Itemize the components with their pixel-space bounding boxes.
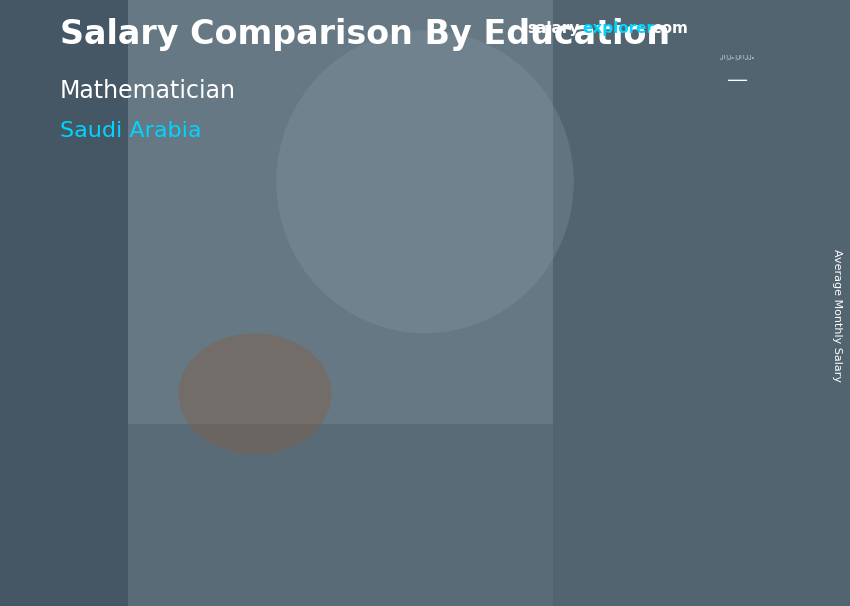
Text: لا إله إلا الله: لا إله إلا الله: [720, 54, 755, 59]
Polygon shape: [559, 181, 672, 190]
Bar: [133, 345, 226, 521]
Text: Saudi Arabia: Saudi Arabia: [60, 121, 201, 141]
Text: PhD: PhD: [606, 547, 645, 565]
Text: +28%: +28%: [212, 202, 303, 230]
Text: 20,700 SAR: 20,700 SAR: [95, 311, 208, 330]
Polygon shape: [559, 190, 579, 521]
FancyArrowPatch shape: [263, 0, 620, 429]
Ellipse shape: [276, 30, 574, 333]
Text: 39,100 SAR: 39,100 SAR: [643, 155, 757, 174]
FancyArrowPatch shape: [0, 0, 398, 445]
Text: Master's
Degree: Master's Degree: [362, 547, 444, 588]
Bar: [579, 190, 672, 521]
Bar: [128, 0, 552, 424]
Bar: [552, 0, 850, 606]
Text: explorer: explorer: [582, 21, 654, 36]
Bar: [356, 297, 450, 521]
Text: Salary Comparison By Education: Salary Comparison By Education: [60, 18, 670, 51]
Text: Mathematician: Mathematician: [60, 79, 235, 103]
Text: 26,400 SAR: 26,400 SAR: [340, 263, 454, 282]
Text: salary: salary: [527, 21, 580, 36]
Bar: [0, 0, 128, 606]
Polygon shape: [336, 291, 450, 297]
Ellipse shape: [178, 333, 332, 454]
Text: Average Monthly Salary: Average Monthly Salary: [832, 248, 842, 382]
Text: .com: .com: [648, 21, 689, 36]
Text: +48%: +48%: [436, 108, 525, 136]
Polygon shape: [112, 345, 133, 521]
Polygon shape: [336, 297, 356, 521]
Polygon shape: [112, 341, 226, 345]
Text: Bachelor's
Degree: Bachelor's Degree: [129, 547, 230, 588]
Text: ━━━━: ━━━━: [728, 76, 747, 85]
